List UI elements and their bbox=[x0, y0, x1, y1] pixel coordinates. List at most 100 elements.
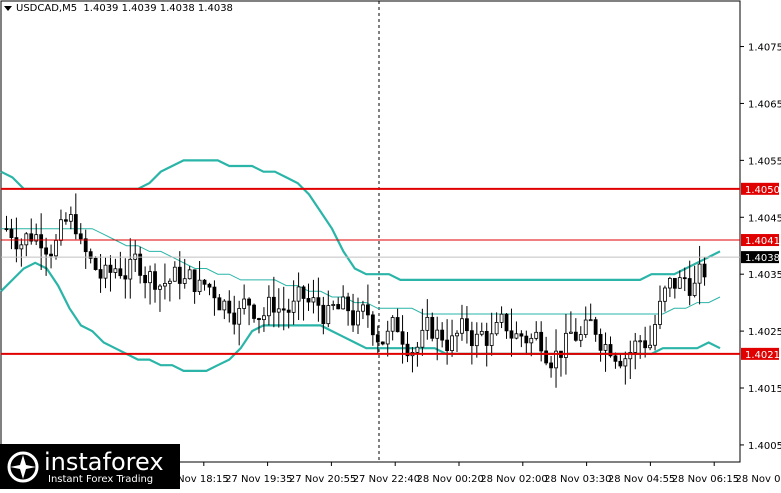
level-price-tag bbox=[741, 182, 779, 195]
candle-body bbox=[306, 298, 311, 303]
candle-body bbox=[425, 316, 430, 331]
candle-body bbox=[291, 300, 296, 313]
level-price-label: 1.4041 bbox=[745, 236, 780, 247]
candle-body bbox=[68, 214, 73, 222]
candle-body bbox=[375, 334, 380, 343]
candle-body bbox=[237, 308, 242, 325]
candle-body bbox=[138, 253, 143, 276]
candle-body bbox=[192, 269, 197, 293]
candle-body bbox=[677, 277, 682, 289]
x-tick-label: 28 Nov 07:35 bbox=[735, 474, 781, 485]
candle-body bbox=[321, 304, 326, 325]
y-tick-label: 1.4015 bbox=[748, 384, 781, 395]
candle-body bbox=[49, 253, 53, 257]
candle-body bbox=[539, 331, 544, 352]
candle-body bbox=[578, 334, 583, 341]
candle-body bbox=[682, 277, 687, 280]
x-tick-label: 27 Nov 20:55 bbox=[289, 474, 356, 485]
candle-body bbox=[108, 264, 113, 273]
candle-body bbox=[658, 300, 662, 325]
candle-body bbox=[24, 233, 29, 246]
current-price-tag bbox=[741, 251, 779, 264]
candle-body bbox=[370, 314, 375, 336]
candle-body bbox=[172, 266, 177, 282]
candle-body bbox=[276, 308, 281, 313]
candle-body bbox=[663, 287, 667, 302]
candle-body bbox=[29, 233, 34, 242]
y-tick-label: 1.4075 bbox=[748, 43, 781, 54]
candle-body bbox=[227, 300, 232, 314]
level-price-label: 1.4050 bbox=[745, 185, 780, 196]
candle-body bbox=[326, 305, 331, 325]
candle-body bbox=[504, 313, 509, 332]
candle-body bbox=[667, 277, 672, 289]
candle-body bbox=[583, 319, 588, 335]
y-tick-label: 1.4005 bbox=[748, 441, 781, 452]
candle-body bbox=[613, 355, 618, 362]
candle-body bbox=[643, 340, 648, 349]
candle-body bbox=[628, 352, 633, 360]
candle-body bbox=[440, 329, 445, 341]
candle-body bbox=[266, 296, 271, 317]
y-tick-label: 1.4035 bbox=[748, 270, 781, 281]
candle-body bbox=[415, 346, 420, 353]
candle-body bbox=[687, 278, 692, 296]
y-tick-label: 1.4055 bbox=[748, 156, 781, 167]
candle-body bbox=[702, 263, 707, 278]
candle-body bbox=[118, 268, 123, 277]
plot-frame bbox=[0, 0, 741, 463]
candle-body bbox=[450, 335, 454, 351]
candle-body bbox=[247, 298, 251, 306]
x-tick-label: 28 Nov 00:20 bbox=[416, 474, 483, 485]
candle-body bbox=[380, 341, 385, 345]
candle-body bbox=[692, 282, 697, 296]
candle-body bbox=[331, 304, 336, 306]
bollinger-middle-line bbox=[1, 228, 721, 315]
candle-body bbox=[400, 331, 405, 345]
candle-body bbox=[514, 333, 519, 339]
candle-body bbox=[257, 318, 261, 321]
x-tick-label: 27 Nov 19:35 bbox=[225, 474, 292, 485]
candle-body bbox=[296, 286, 301, 302]
candle-body bbox=[88, 251, 93, 259]
candle-body bbox=[593, 319, 598, 335]
current-price-label: 1.4038 bbox=[745, 253, 780, 264]
candle-body bbox=[598, 333, 603, 351]
candle-body bbox=[469, 330, 474, 347]
candle-body bbox=[217, 297, 222, 311]
candle-body bbox=[405, 343, 410, 357]
candle-body bbox=[9, 228, 14, 239]
y-tick-label: 1.4045 bbox=[748, 213, 781, 224]
candle-body bbox=[633, 340, 638, 353]
candle-body bbox=[361, 304, 365, 312]
candle-body bbox=[93, 257, 98, 270]
candle-body bbox=[4, 228, 9, 231]
candle-body bbox=[153, 271, 157, 290]
candle-body bbox=[638, 340, 643, 343]
x-tick-label: 27 Nov 18:15 bbox=[161, 474, 228, 485]
candle-body bbox=[286, 309, 291, 313]
candle-body bbox=[390, 317, 395, 332]
level-price-tag bbox=[741, 234, 779, 247]
candle-body bbox=[618, 360, 623, 367]
x-tick-label: 28 Nov 02:00 bbox=[480, 474, 547, 485]
candle-body bbox=[420, 329, 425, 348]
candle-body bbox=[549, 362, 553, 369]
instaforex-logo-icon bbox=[7, 451, 39, 483]
candle-body bbox=[262, 315, 266, 321]
candle-body bbox=[356, 310, 360, 326]
candle-body bbox=[366, 304, 370, 316]
candle-body bbox=[479, 330, 484, 335]
candle-body bbox=[460, 318, 464, 334]
candle-body bbox=[64, 219, 68, 222]
candle-body bbox=[14, 237, 19, 250]
candle-body bbox=[54, 240, 58, 257]
instaforex-logo: instaforex Instant Forex Trading bbox=[0, 444, 180, 489]
candle-body bbox=[341, 296, 346, 310]
x-tick-label: 28 Nov 04:55 bbox=[608, 474, 675, 485]
candle-body bbox=[346, 296, 350, 312]
candle-body bbox=[623, 358, 628, 367]
candle-body bbox=[465, 318, 469, 332]
